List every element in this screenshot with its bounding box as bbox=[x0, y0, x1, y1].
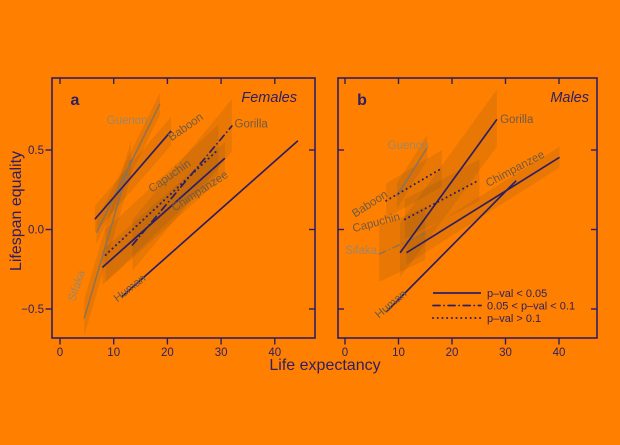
x-tick-label-a: 40 bbox=[268, 347, 281, 359]
panel-b-frame bbox=[337, 77, 598, 339]
regression-line-human-b bbox=[385, 180, 517, 313]
regression-line-capuchin-b bbox=[403, 179, 481, 221]
x-tick-label-b: 10 bbox=[392, 347, 405, 359]
species-label-guenon-a: Guenon bbox=[107, 115, 148, 127]
ci-band-gorilla-b bbox=[400, 89, 497, 278]
x-tick-label-a: 0 bbox=[57, 347, 63, 359]
panel-a-frame bbox=[51, 77, 316, 339]
y-tick-label: 0.5 bbox=[28, 145, 44, 157]
y-tick-label: −0.5 bbox=[21, 304, 44, 316]
species-label-guenon-b: Guenon bbox=[388, 140, 429, 152]
regression-line-sifaka-b bbox=[378, 232, 426, 255]
x-tick-label-a: 20 bbox=[161, 347, 174, 359]
x-axis-title: Life expectancy bbox=[269, 357, 380, 374]
regression-line-baboon-b bbox=[385, 167, 443, 202]
panel-b-title: Males bbox=[550, 90, 589, 106]
y-tick-label: 0.0 bbox=[28, 225, 44, 237]
x-tick-label-a: 30 bbox=[215, 347, 228, 359]
regression-line-guenon-a bbox=[95, 103, 161, 234]
legend-label-solid: p–val < 0.05 bbox=[487, 288, 547, 300]
x-tick-label-a: 10 bbox=[107, 347, 120, 359]
species-label-sifaka-b: Sifaka bbox=[345, 245, 378, 257]
regression-line-gorilla-b bbox=[399, 118, 498, 254]
regression-line-chimpanzee-a bbox=[101, 157, 226, 268]
regression-line-baboon-a bbox=[94, 130, 172, 220]
x-tick-label-b: 40 bbox=[553, 347, 566, 359]
regression-line-human-a bbox=[120, 140, 299, 298]
panel-b-letter: b bbox=[357, 92, 367, 109]
x-tick-label-b: 20 bbox=[446, 347, 459, 359]
x-tick-label-b: 0 bbox=[342, 347, 348, 359]
x-tick-label-b: 30 bbox=[499, 347, 512, 359]
species-label-gorilla-a: Gorilla bbox=[235, 118, 269, 130]
panel-a-title: Females bbox=[241, 90, 297, 106]
regression-line-guenon-b bbox=[396, 146, 429, 197]
regression-line-chimpanzee-b bbox=[406, 156, 560, 254]
legend-label-dash-dot: 0.05 < p–val < 0.1 bbox=[487, 301, 575, 313]
y-axis-title: Lifespan equality bbox=[8, 151, 25, 271]
panel-a-letter: a bbox=[71, 92, 80, 109]
ci-band-sifaka-b bbox=[379, 207, 426, 282]
legend-label-dotted: p–val > 0.1 bbox=[487, 313, 541, 325]
species-label-gorilla-b: Gorilla bbox=[500, 114, 534, 126]
